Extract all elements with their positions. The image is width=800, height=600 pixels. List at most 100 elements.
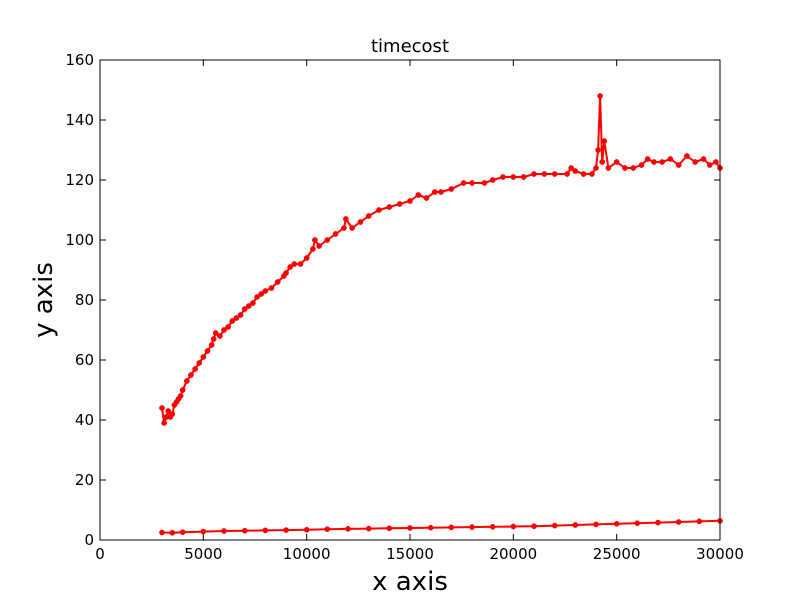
data-point [572,522,579,528]
data-point [217,333,223,339]
data-point [303,526,310,533]
data-point [593,165,599,171]
data-point [324,237,331,243]
data-point [423,195,430,201]
data-point [541,171,548,177]
series-1 [159,93,723,426]
plot-background [100,60,720,540]
data-point [345,526,351,532]
data-point [675,162,682,168]
data-point [431,189,438,195]
data-point [684,153,690,159]
data-point [386,204,393,210]
data-point [179,387,186,393]
data-point [159,529,165,536]
data-point [407,198,413,204]
data-point [237,312,244,318]
data-point [262,527,269,534]
data-point [438,189,444,195]
data-point [274,279,281,285]
data-point [245,303,252,309]
data-point [622,165,628,171]
data-point [365,525,372,532]
y-tick-label: 120 [65,171,94,189]
data-point [601,138,608,144]
series-2 [159,517,723,536]
data-point [531,523,537,530]
data-point [675,519,682,525]
data-point [469,524,475,530]
x-tick-label: 0 [95,545,105,563]
data-point [564,171,570,177]
y-tick-label: 100 [65,231,94,249]
data-point [448,524,455,531]
data-point [568,165,575,171]
data-point [469,180,475,186]
data-point [599,159,606,165]
data-point [169,529,176,536]
data-point [520,174,527,180]
data-point [589,171,595,177]
y-tick-label: 140 [65,111,94,129]
data-point [316,243,322,249]
data-point [241,527,248,534]
data-point [510,523,517,530]
data-point [489,177,496,183]
data-point [365,213,372,219]
data-point [696,518,703,525]
data-point [287,264,293,270]
data-point [192,366,198,372]
x-tick-label: 15000 [386,545,434,563]
data-point [268,285,275,291]
x-tick-label: 5000 [184,545,222,563]
data-point [159,405,165,411]
data-point [667,156,674,162]
data-point [283,527,289,533]
data-point [407,525,413,531]
y-axis-label: y axis [29,262,59,338]
data-point [229,318,236,324]
data-point [291,261,298,267]
data-point [531,171,537,177]
x-axis-label: x axis [372,567,448,597]
data-point [212,330,219,336]
data-point [343,216,349,222]
data-point [500,174,506,180]
data-point [196,360,203,366]
data-point [262,288,269,294]
axis-ticks: 0 5000 10000 15000 20000 25000 30000 0 20 40 60 80 1… [65,51,744,563]
data-point [651,159,657,165]
data-point [233,315,240,321]
data-point [580,171,587,177]
x-tick-label: 10000 [283,545,331,563]
data-point [593,521,599,528]
x-tick-label: 30000 [696,545,744,563]
data-point [460,180,467,186]
x-tick-label: 25000 [593,545,641,563]
y-tick-label: 40 [75,411,94,429]
data-point [258,291,265,297]
data-point [644,156,651,162]
data-point [659,159,665,165]
data-point [221,327,227,333]
data-point [595,147,601,153]
data-point [204,348,211,354]
data-point [254,294,260,300]
data-point [179,529,186,536]
data-point [630,165,637,171]
data-point [312,237,318,243]
data-point [597,93,603,99]
data-point [415,192,422,198]
data-point [283,270,289,276]
data-point [510,174,517,180]
data-point [200,528,207,535]
data-point [165,408,172,414]
data-point [341,225,347,231]
data-point [655,519,661,526]
series-layer [159,93,723,536]
data-point [241,306,248,312]
y-tick-label: 160 [65,51,94,69]
x-tick-label: 20000 [489,545,537,563]
data-point [177,393,184,399]
